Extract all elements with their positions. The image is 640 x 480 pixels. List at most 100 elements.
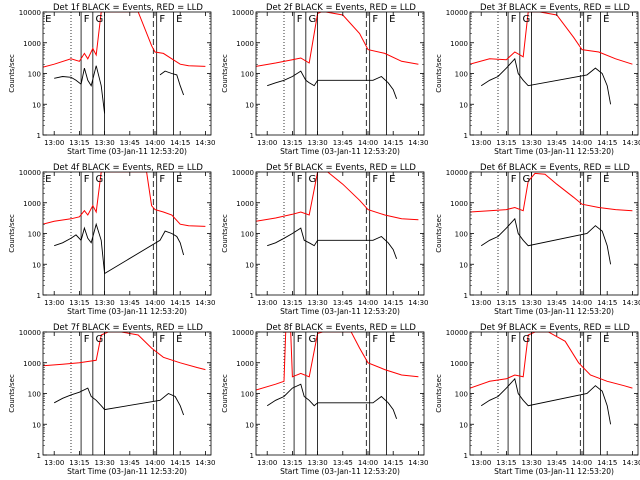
x-axis-label: Start Time (03-Jan-11 12:53:20) — [280, 307, 400, 316]
y-axis-label: Counts/sec — [221, 374, 229, 413]
x-tick-label: 13:45 — [120, 299, 140, 307]
y-tick-label: 10 — [32, 261, 41, 269]
x-tick-label: 13:45 — [547, 299, 567, 307]
events-series-line — [54, 222, 185, 275]
interval-marker-label: F — [372, 174, 378, 185]
plot-area — [43, 172, 206, 295]
interval-marker-label: F — [84, 14, 90, 25]
plot-area — [470, 172, 633, 295]
y-tick-label: 10000 — [232, 169, 254, 177]
x-tick-label: 13:00 — [257, 139, 277, 147]
y-axis-label: Counts/sec — [221, 54, 229, 93]
x-tick-label: 13:15 — [496, 139, 516, 147]
events-series-line — [267, 70, 398, 99]
x-tick-label: 14:00 — [358, 299, 378, 307]
y-tick-label: 10000 — [446, 329, 468, 337]
x-tick-label: 14:00 — [145, 299, 165, 307]
x-tick-label: 13:30 — [308, 139, 328, 147]
panel-title: Det 6f BLACK = Events, RED = LLD — [480, 163, 630, 173]
plot-frame — [469, 11, 639, 136]
events-series-line — [480, 57, 612, 105]
x-tick-label: 13:30 — [308, 459, 328, 467]
interval-marker-label: G — [309, 174, 317, 185]
x-tick-label: 14:15 — [597, 299, 617, 307]
y-tick-label: 100 — [28, 231, 41, 239]
plot-area — [256, 172, 419, 295]
events-series-line — [267, 227, 398, 259]
y-tick-label: 1000 — [23, 200, 41, 208]
lld-series-line — [470, 172, 633, 213]
interval-marker-label: F — [586, 334, 592, 345]
x-tick-label: 13:00 — [257, 459, 277, 467]
x-tick-label: 13:15 — [282, 299, 302, 307]
x-tick-label: 13:45 — [547, 459, 567, 467]
interval-marker-label: G — [309, 14, 317, 25]
y-axis-label: Counts/sec — [8, 54, 16, 93]
y-tick-label: 10 — [32, 101, 41, 109]
interval-marker-label: E — [45, 14, 51, 25]
x-tick-label: 13:45 — [333, 139, 353, 147]
y-axis-label: Counts/sec — [435, 374, 443, 413]
interval-marker-label: F — [297, 14, 303, 25]
x-tick-label: 13:30 — [522, 459, 542, 467]
interval-marker-label: F — [159, 334, 165, 345]
interval-marker-label: F — [159, 14, 165, 25]
y-tick-label: 10000 — [446, 9, 468, 17]
panel-title: Det 3f BLACK = Events, RED = LLD — [480, 3, 630, 13]
y-tick-label: 10000 — [19, 169, 41, 177]
y-tick-label: 10 — [245, 101, 254, 109]
events-series-line — [480, 217, 612, 265]
panel-title: Det 5f BLACK = Events, RED = LLD — [266, 163, 416, 173]
interval-marker-label: F — [511, 14, 517, 25]
x-tick-label: 13:00 — [471, 299, 491, 307]
events-series-line — [53, 387, 185, 416]
x-tick-label: 14:30 — [408, 299, 428, 307]
y-axis-label: Counts/sec — [8, 374, 16, 413]
interval-marker-label: F — [586, 14, 592, 25]
plot-area — [256, 12, 419, 135]
x-tick-label: 13:00 — [44, 299, 64, 307]
y-tick-label: 100 — [241, 231, 254, 239]
interval-marker-label: G — [523, 14, 531, 25]
y-tick-label: 100 — [241, 71, 254, 79]
lld-series-line — [256, 12, 419, 67]
x-tick-label: 14:15 — [170, 299, 190, 307]
y-tick-label: 100 — [28, 71, 41, 79]
x-tick-label: 13:15 — [69, 299, 89, 307]
lld-series-line — [43, 12, 206, 68]
interval-marker-label: E — [603, 14, 609, 25]
x-tick-label: 14:30 — [195, 459, 215, 467]
interval-marker-label: F — [84, 334, 90, 345]
interval-marker-label: E — [176, 334, 182, 345]
lld-series-line — [470, 12, 633, 65]
y-tick-label: 100 — [455, 231, 468, 239]
lld-series-line — [43, 332, 206, 371]
interval-marker-label: G — [523, 334, 531, 345]
x-tick-label: 13:45 — [547, 139, 567, 147]
plot-frame — [255, 331, 425, 456]
y-tick-label: 1 — [250, 132, 254, 140]
y-tick-label: 1 — [250, 292, 254, 300]
interval-marker-label: E — [389, 334, 395, 345]
y-tick-label: 100 — [455, 71, 468, 79]
interval-marker-label: G — [96, 174, 104, 185]
x-tick-label: 13:45 — [333, 299, 353, 307]
x-tick-label: 14:15 — [383, 459, 403, 467]
x-tick-label: 13:00 — [471, 139, 491, 147]
x-tick-label: 13:30 — [308, 299, 328, 307]
panel-title: Det 4f BLACK = Events, RED = LLD — [53, 163, 203, 173]
y-tick-label: 100 — [28, 391, 41, 399]
y-tick-label: 1 — [464, 452, 468, 460]
y-tick-label: 1 — [37, 292, 41, 300]
y-axis-label: Counts/sec — [221, 214, 229, 253]
events-series-line — [54, 65, 185, 114]
interval-marker-label: G — [96, 14, 104, 25]
x-tick-label: 14:30 — [408, 139, 428, 147]
y-tick-label: 1 — [37, 132, 41, 140]
x-tick-label: 13:45 — [333, 459, 353, 467]
y-tick-label: 10000 — [446, 169, 468, 177]
x-tick-label: 14:30 — [622, 459, 640, 467]
x-tick-label: 13:00 — [471, 459, 491, 467]
